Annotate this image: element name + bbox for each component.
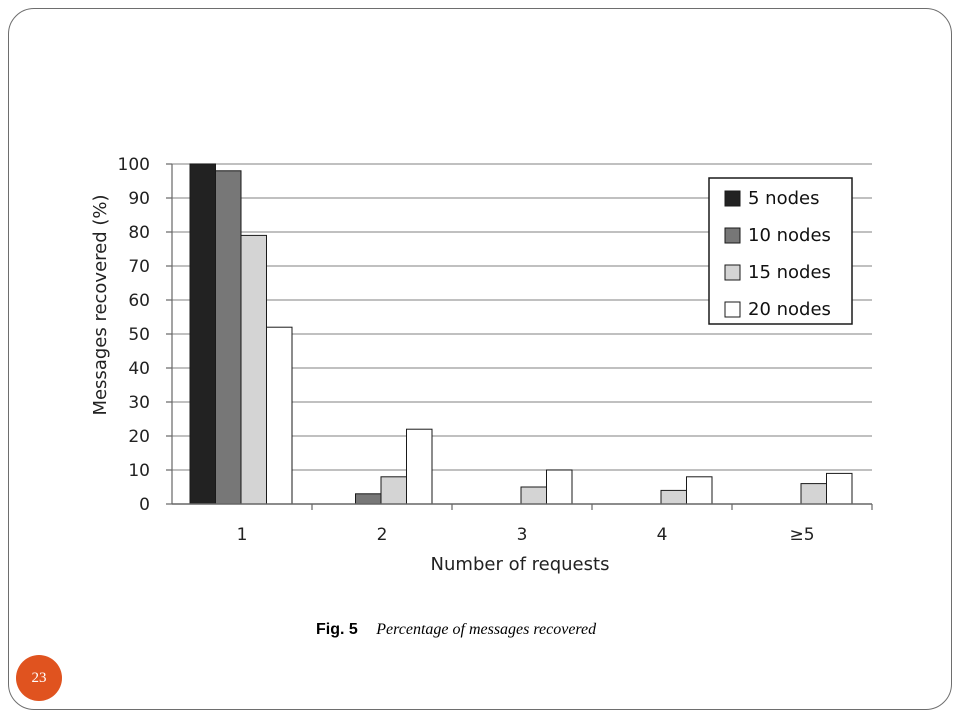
y-tick-label: 20	[128, 427, 150, 447]
y-tick-label: 80	[128, 223, 150, 243]
y-tick-label: 60	[128, 291, 150, 311]
bar	[800, 483, 827, 505]
figure-caption-text: Percentage of messages recovered	[376, 621, 597, 638]
y-tick-label: 30	[128, 393, 150, 413]
x-axis-title: Number of requests	[431, 554, 610, 575]
legend-swatch	[724, 264, 741, 281]
legend: 5 nodes 10 nodes 15 nodes 20 nodes	[708, 177, 853, 325]
bar	[826, 472, 853, 505]
slide-frame	[8, 8, 952, 710]
legend-label: 5 nodes	[748, 188, 819, 209]
bar	[355, 493, 382, 505]
page-number: 23	[31, 669, 47, 686]
y-tick-label: 100	[118, 155, 150, 175]
legend-swatch	[724, 227, 741, 244]
axes: 0 10 20 30 40 50 60 70 80 90 100 1 2 3 4 ≥5	[118, 155, 873, 545]
y-tick-label: 70	[128, 257, 150, 277]
legend-label: 20 nodes	[748, 299, 831, 320]
legend-swatch	[724, 301, 741, 318]
y-tick-label: 50	[128, 325, 150, 345]
bar	[189, 163, 216, 505]
y-axis-title: Messages recovered (%)	[90, 194, 111, 415]
x-tick-label: 2	[377, 525, 388, 545]
y-tick-label: 0	[139, 495, 150, 515]
figure-caption: Fig. 5 Percentage of messages recovered	[316, 621, 596, 639]
x-tick-label: 3	[517, 525, 528, 545]
x-tick-label: ≥5	[789, 525, 814, 545]
legend-swatch	[724, 190, 741, 207]
bar	[660, 489, 687, 505]
bar	[215, 170, 242, 505]
page-number-badge: 23	[16, 655, 62, 701]
y-tick-label: 90	[128, 189, 150, 209]
bar	[546, 469, 573, 505]
y-tick-label: 40	[128, 359, 150, 379]
bar	[686, 476, 713, 505]
legend-label: 10 nodes	[748, 225, 831, 246]
legend-label: 15 nodes	[748, 262, 831, 283]
x-tick-label: 1	[237, 525, 248, 545]
bar	[240, 234, 267, 505]
y-tick-label: 10	[128, 461, 150, 481]
bar	[266, 326, 293, 505]
x-tick-label: 4	[657, 525, 668, 545]
bar	[520, 486, 547, 505]
figure-label: Fig. 5	[316, 621, 358, 638]
bar	[380, 476, 407, 505]
bar	[406, 428, 433, 505]
